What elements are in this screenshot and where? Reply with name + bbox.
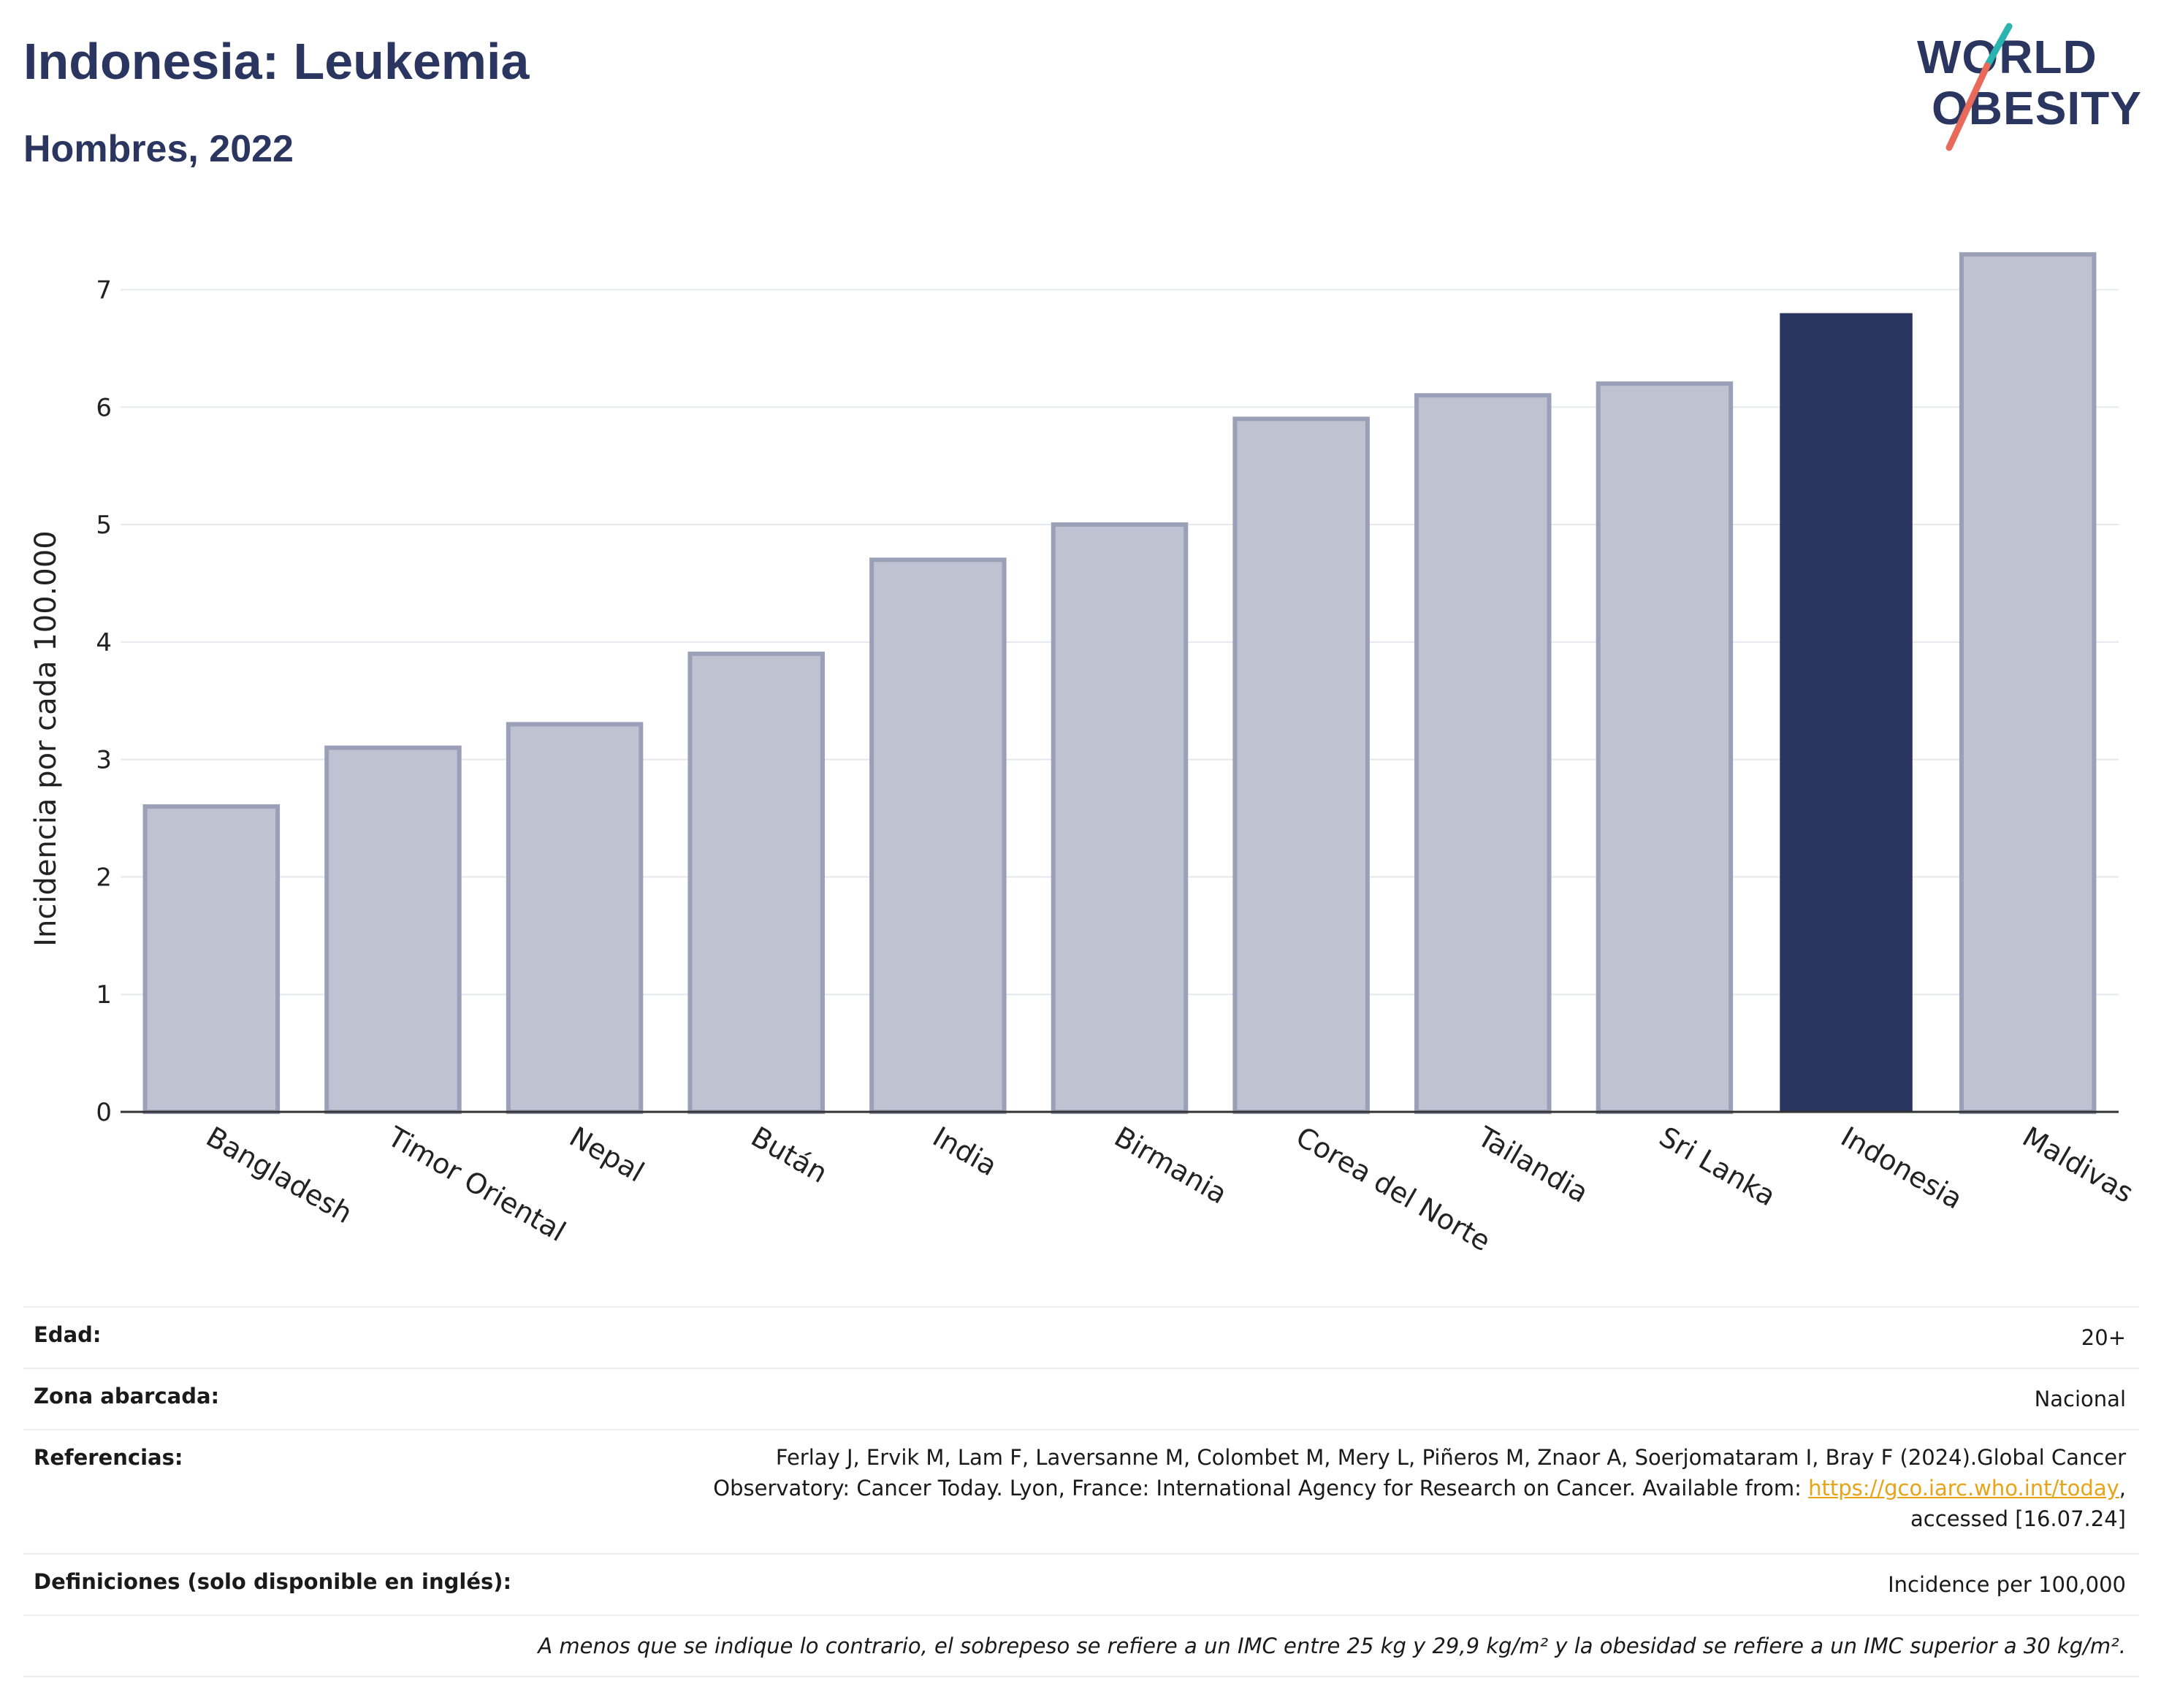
y-tick-label: 0 bbox=[96, 1098, 112, 1127]
info-row-definitions: Definiciones (solo disponible en inglés)… bbox=[23, 1553, 2139, 1614]
x-tick-label: Bután bbox=[746, 1121, 833, 1189]
bar-timor-oriental bbox=[324, 745, 462, 1114]
x-tick-label: Birmania bbox=[1109, 1121, 1232, 1211]
references-line-3: accessed [16.07.24] bbox=[1910, 1506, 2126, 1531]
obesity-note: A menos que se indique lo contrario, el … bbox=[538, 1633, 2126, 1658]
area-label: Zona abarcada: bbox=[34, 1384, 220, 1408]
bar-indonesia bbox=[1780, 313, 1913, 1112]
page-title: Indonesia: Leukemia bbox=[23, 33, 530, 90]
x-tick-label: Maldivas bbox=[2017, 1121, 2139, 1210]
y-tick-label: 2 bbox=[96, 863, 112, 892]
bar-bután bbox=[687, 651, 825, 1114]
references-value: Ferlay J, Ervik M, Lam F, Laversanne M, … bbox=[446, 1442, 2126, 1534]
x-tick-label: Corea del Norte bbox=[1291, 1121, 1496, 1258]
references-link[interactable]: https://gco.iarc.who.int/today bbox=[1808, 1476, 2119, 1501]
y-tick-label: 4 bbox=[96, 628, 112, 657]
age-value: 20+ bbox=[2081, 1325, 2126, 1350]
bar-birmania bbox=[1051, 522, 1189, 1114]
bar-india bbox=[869, 557, 1007, 1114]
age-label: Edad: bbox=[34, 1322, 102, 1347]
y-tick-label: 5 bbox=[96, 511, 112, 540]
page-subtitle: Hombres, 2022 bbox=[23, 128, 294, 170]
bar-sri-lanka bbox=[1596, 381, 1734, 1114]
info-row-note: A menos que se indique lo contrario, el … bbox=[23, 1614, 2139, 1677]
logo-text-world: WORLD bbox=[1917, 31, 2097, 83]
x-tick-label: Nepal bbox=[564, 1121, 649, 1189]
x-tick-label: Tailandia bbox=[1471, 1120, 1593, 1209]
y-tick-label: 3 bbox=[96, 746, 112, 775]
definitions-value: Incidence per 100,000 bbox=[1888, 1572, 2126, 1597]
bar-corea-del-norte bbox=[1232, 416, 1370, 1114]
bar-tailandia bbox=[1414, 393, 1552, 1114]
x-tick-label: Timor Oriental bbox=[382, 1120, 571, 1248]
references-line-1: Ferlay J, Ervik M, Lam F, Laversanne M, … bbox=[775, 1445, 2126, 1470]
bar-nepal bbox=[506, 722, 644, 1114]
x-tick-label: Bangladesh bbox=[201, 1121, 358, 1230]
y-tick-label: 7 bbox=[96, 275, 112, 305]
y-tick-label: 6 bbox=[96, 393, 112, 422]
x-tick-label: Indonesia bbox=[1836, 1121, 1968, 1216]
y-tick-label: 1 bbox=[96, 980, 112, 1010]
bar-maldivas bbox=[1959, 252, 2097, 1115]
logo-slash-icon bbox=[1945, 23, 2013, 151]
info-table: Edad: 20+ Zona abarcada: Nacional Refere… bbox=[23, 1306, 2139, 1677]
info-row-age: Edad: 20+ bbox=[23, 1306, 2139, 1368]
definitions-label: Definiciones (solo disponible en inglés)… bbox=[34, 1569, 512, 1594]
references-label: Referencias: bbox=[34, 1445, 183, 1470]
y-axis-label: Incidencia por cada 100.000 bbox=[29, 530, 63, 947]
references-line-2: Observatory: Cancer Today. Lyon, France:… bbox=[713, 1476, 1809, 1501]
bar-chart: 0 1 2 3 4 5 6 7 Incidencia por cada 100.000 Bangl… bbox=[29, 252, 2139, 1258]
x-tick-label: India bbox=[927, 1121, 1002, 1183]
bar-bangladesh bbox=[142, 804, 281, 1115]
area-value: Nacional bbox=[2034, 1387, 2126, 1411]
info-row-area: Zona abarcada: Nacional bbox=[23, 1368, 2139, 1429]
world-obesity-logo: WORLD OBESITY bbox=[1899, 22, 2148, 153]
x-tick-label: Sri Lanka bbox=[1654, 1121, 1781, 1213]
info-row-references: Referencias: Ferlay J, Ervik M, Lam F, L… bbox=[23, 1429, 2139, 1553]
references-line-2-end: , bbox=[2119, 1476, 2126, 1501]
